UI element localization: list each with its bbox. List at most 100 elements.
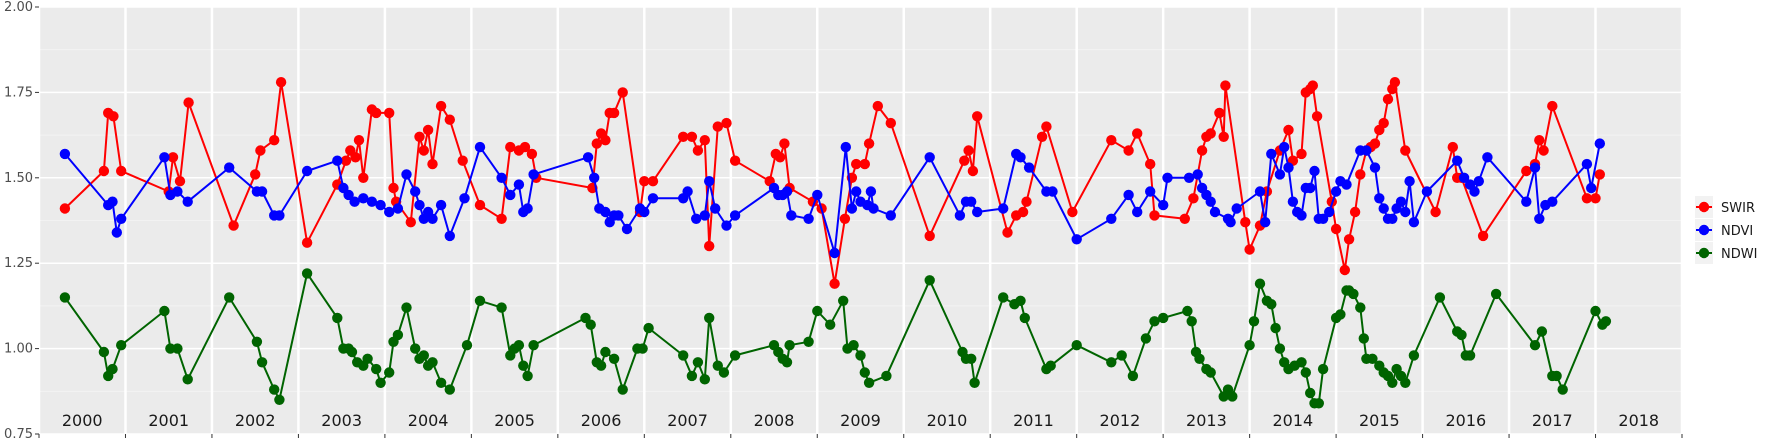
data-point-ndvi <box>1324 206 1335 218</box>
data-point-ndvi <box>1458 172 1470 183</box>
data-point-ndwi <box>1400 377 1411 388</box>
data-point-swir <box>1369 138 1381 149</box>
data-point-ndvi <box>1266 148 1277 160</box>
data-point-swir <box>1538 145 1549 156</box>
data-point-ndvi <box>954 210 966 221</box>
data-point-ndvi <box>1482 152 1493 163</box>
data-point-ndvi <box>647 193 659 204</box>
data-point-swir <box>405 217 416 228</box>
data-point-ndwi <box>1300 367 1312 378</box>
data-point-swir <box>678 131 689 142</box>
data-point-swir <box>228 220 239 231</box>
data-point-ndwi <box>1529 340 1541 351</box>
legend-key-point <box>1698 224 1710 236</box>
data-point-swir <box>435 100 447 112</box>
data-point-swir <box>712 121 723 132</box>
data-point-ndvi <box>1361 145 1372 156</box>
data-point-ndwi <box>1015 295 1026 306</box>
data-point-ndvi <box>1225 217 1236 228</box>
year-label: 2007 <box>667 411 708 430</box>
year-label: 2003 <box>321 411 362 430</box>
data-point-ndvi <box>1317 213 1329 224</box>
data-point-swir <box>1021 196 1032 207</box>
data-point-ndwi <box>172 343 183 354</box>
data-point-ndvi <box>786 210 797 221</box>
data-point-ndwi <box>1313 398 1325 409</box>
data-point-ndvi <box>1404 176 1415 187</box>
data-point-ndvi <box>710 203 721 214</box>
data-point-swir <box>384 107 395 119</box>
data-point-ndwi <box>1358 333 1370 344</box>
data-point-swir <box>774 152 786 163</box>
data-point-ndvi <box>1209 206 1221 218</box>
data-point-swir <box>963 145 974 156</box>
data-point-ndwi <box>301 268 313 279</box>
data-point-ndwi <box>1019 312 1030 324</box>
data-point-ndvi <box>1469 186 1480 197</box>
year-label: 2000 <box>62 411 103 430</box>
data-point-swir <box>608 107 620 119</box>
data-point-swir <box>1179 213 1191 224</box>
y-tick-label: 1.75 <box>4 85 33 100</box>
data-point-swir <box>301 237 313 248</box>
data-point-ndvi <box>1473 176 1485 187</box>
data-point-swir <box>859 158 870 170</box>
data-point-ndwi <box>608 353 620 364</box>
year-label: 2012 <box>1100 411 1141 430</box>
data-point-ndvi <box>589 172 600 183</box>
data-point-ndwi <box>1182 305 1193 317</box>
data-point-ndwi <box>704 312 715 324</box>
data-point-ndvi <box>528 169 539 180</box>
year-label: 2004 <box>408 411 449 430</box>
data-point-ndwi <box>427 357 438 368</box>
data-point-ndwi <box>1305 387 1316 399</box>
data-point-ndwi <box>781 357 793 368</box>
data-point-ndwi <box>1296 357 1307 368</box>
data-point-ndvi <box>1192 169 1203 180</box>
data-point-ndwi <box>522 370 533 382</box>
data-point-swir <box>1430 206 1441 218</box>
data-point-swir <box>1002 227 1013 238</box>
data-point-ndwi <box>107 363 118 375</box>
data-point-ndwi <box>825 319 836 330</box>
data-point-swir <box>1296 148 1307 160</box>
data-point-ndvi <box>1287 196 1299 207</box>
data-point-ndvi <box>1274 169 1286 180</box>
data-point-ndvi <box>998 203 1009 214</box>
data-point-ndwi <box>274 394 285 405</box>
data-point-swir <box>250 169 261 180</box>
data-point-swir <box>255 145 266 156</box>
data-point-ndwi <box>513 340 525 351</box>
data-point-swir <box>414 131 425 142</box>
data-point-swir <box>353 135 365 146</box>
legend-label-ndvi: NDVI <box>1721 224 1753 239</box>
data-point-ndwi <box>595 360 607 371</box>
data-point-swir <box>829 278 840 289</box>
data-point-ndwi <box>729 350 741 361</box>
data-point-ndwi <box>401 302 412 313</box>
data-point-ndwi <box>1045 360 1056 371</box>
data-point-ndwi <box>346 346 358 358</box>
data-point-ndwi <box>699 374 710 385</box>
data-point-swir <box>457 155 468 166</box>
data-point-ndwi <box>686 370 698 382</box>
data-point-ndwi <box>435 377 447 388</box>
data-point-ndvi <box>1395 196 1407 207</box>
data-point-ndvi <box>513 179 525 190</box>
data-point-swir <box>1149 210 1160 221</box>
data-point-ndvi <box>1421 186 1433 197</box>
data-point-ndwi <box>881 370 892 382</box>
data-point-ndwi <box>998 292 1009 303</box>
data-point-swir <box>1220 80 1231 91</box>
data-point-ndvi <box>781 186 793 197</box>
data-point-swir <box>1067 206 1078 218</box>
data-point-ndvi <box>1309 165 1320 177</box>
data-point-ndvi <box>729 210 741 221</box>
data-point-ndwi <box>848 340 859 351</box>
data-point-ndvi <box>1296 210 1307 221</box>
data-point-swir <box>444 114 455 125</box>
data-point-ndvi <box>812 189 823 201</box>
data-point-ndwi <box>1266 299 1277 310</box>
data-point-ndvi <box>1279 141 1290 153</box>
year-label: 2009 <box>840 411 881 430</box>
